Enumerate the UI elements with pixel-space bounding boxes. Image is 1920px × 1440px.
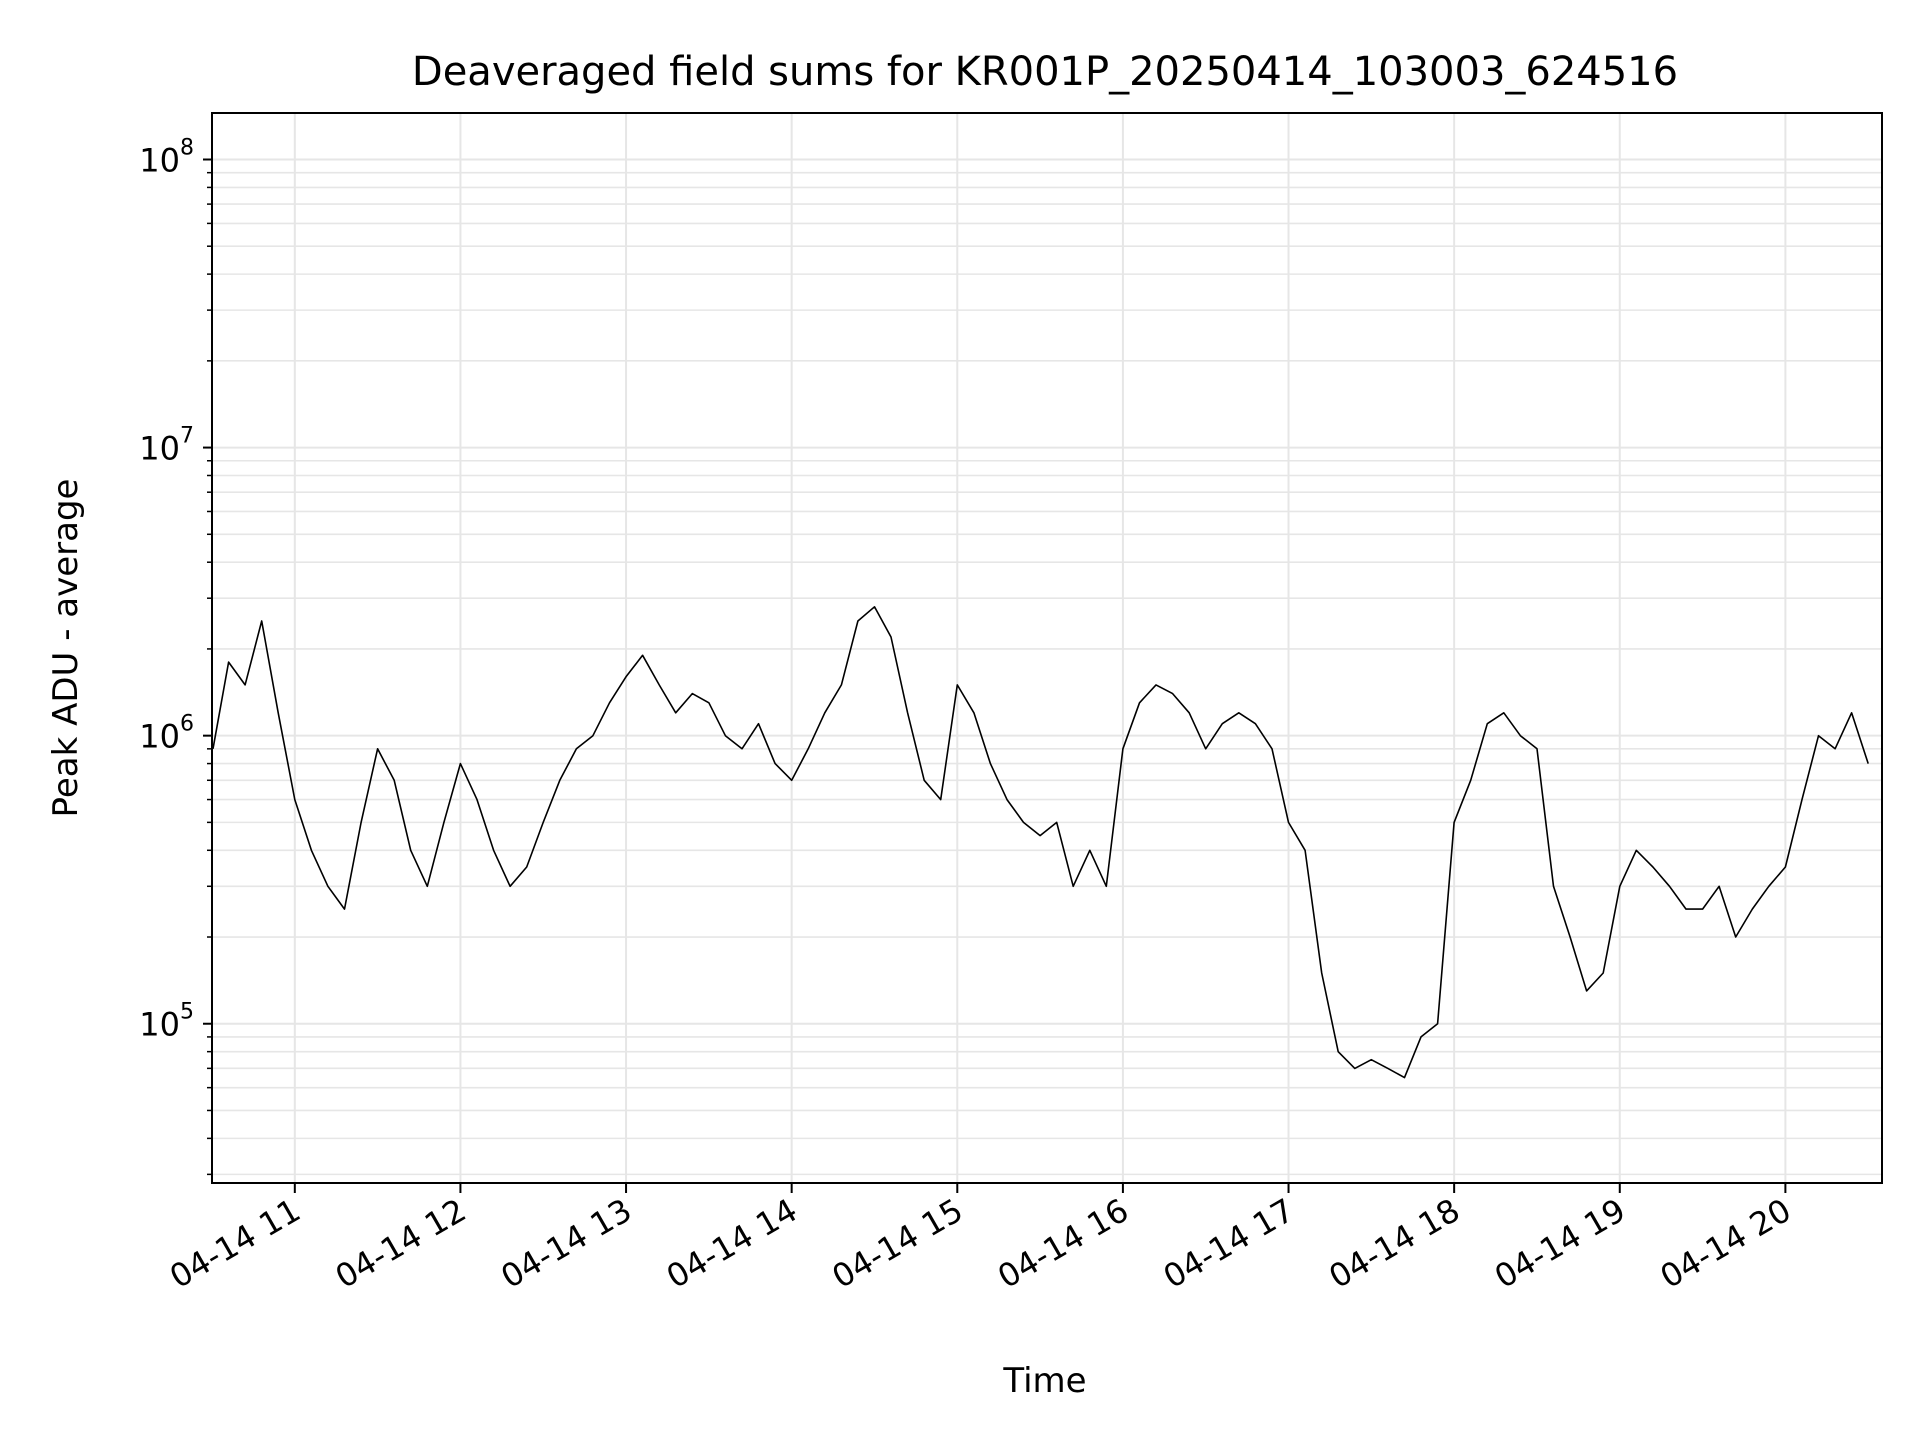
y-axis-label: Peak ADU - average [46, 479, 86, 818]
series-layer [212, 605, 1869, 1079]
series-line [212, 605, 1869, 1079]
y-axis: 105 106 107 108 [139, 135, 212, 1176]
y-tick-label: 105 [139, 1000, 194, 1044]
gridlines [212, 113, 1882, 1183]
plot-frame [211, 112, 1883, 1184]
x-axis-label: Time [1002, 1361, 1086, 1401]
y-tick-label: 108 [139, 135, 194, 179]
y-tick-label: 106 [139, 712, 194, 756]
chart-title: Deaveraged field sums for KR001P_2025041… [412, 49, 1678, 95]
y-tick-label: 107 [139, 424, 194, 468]
